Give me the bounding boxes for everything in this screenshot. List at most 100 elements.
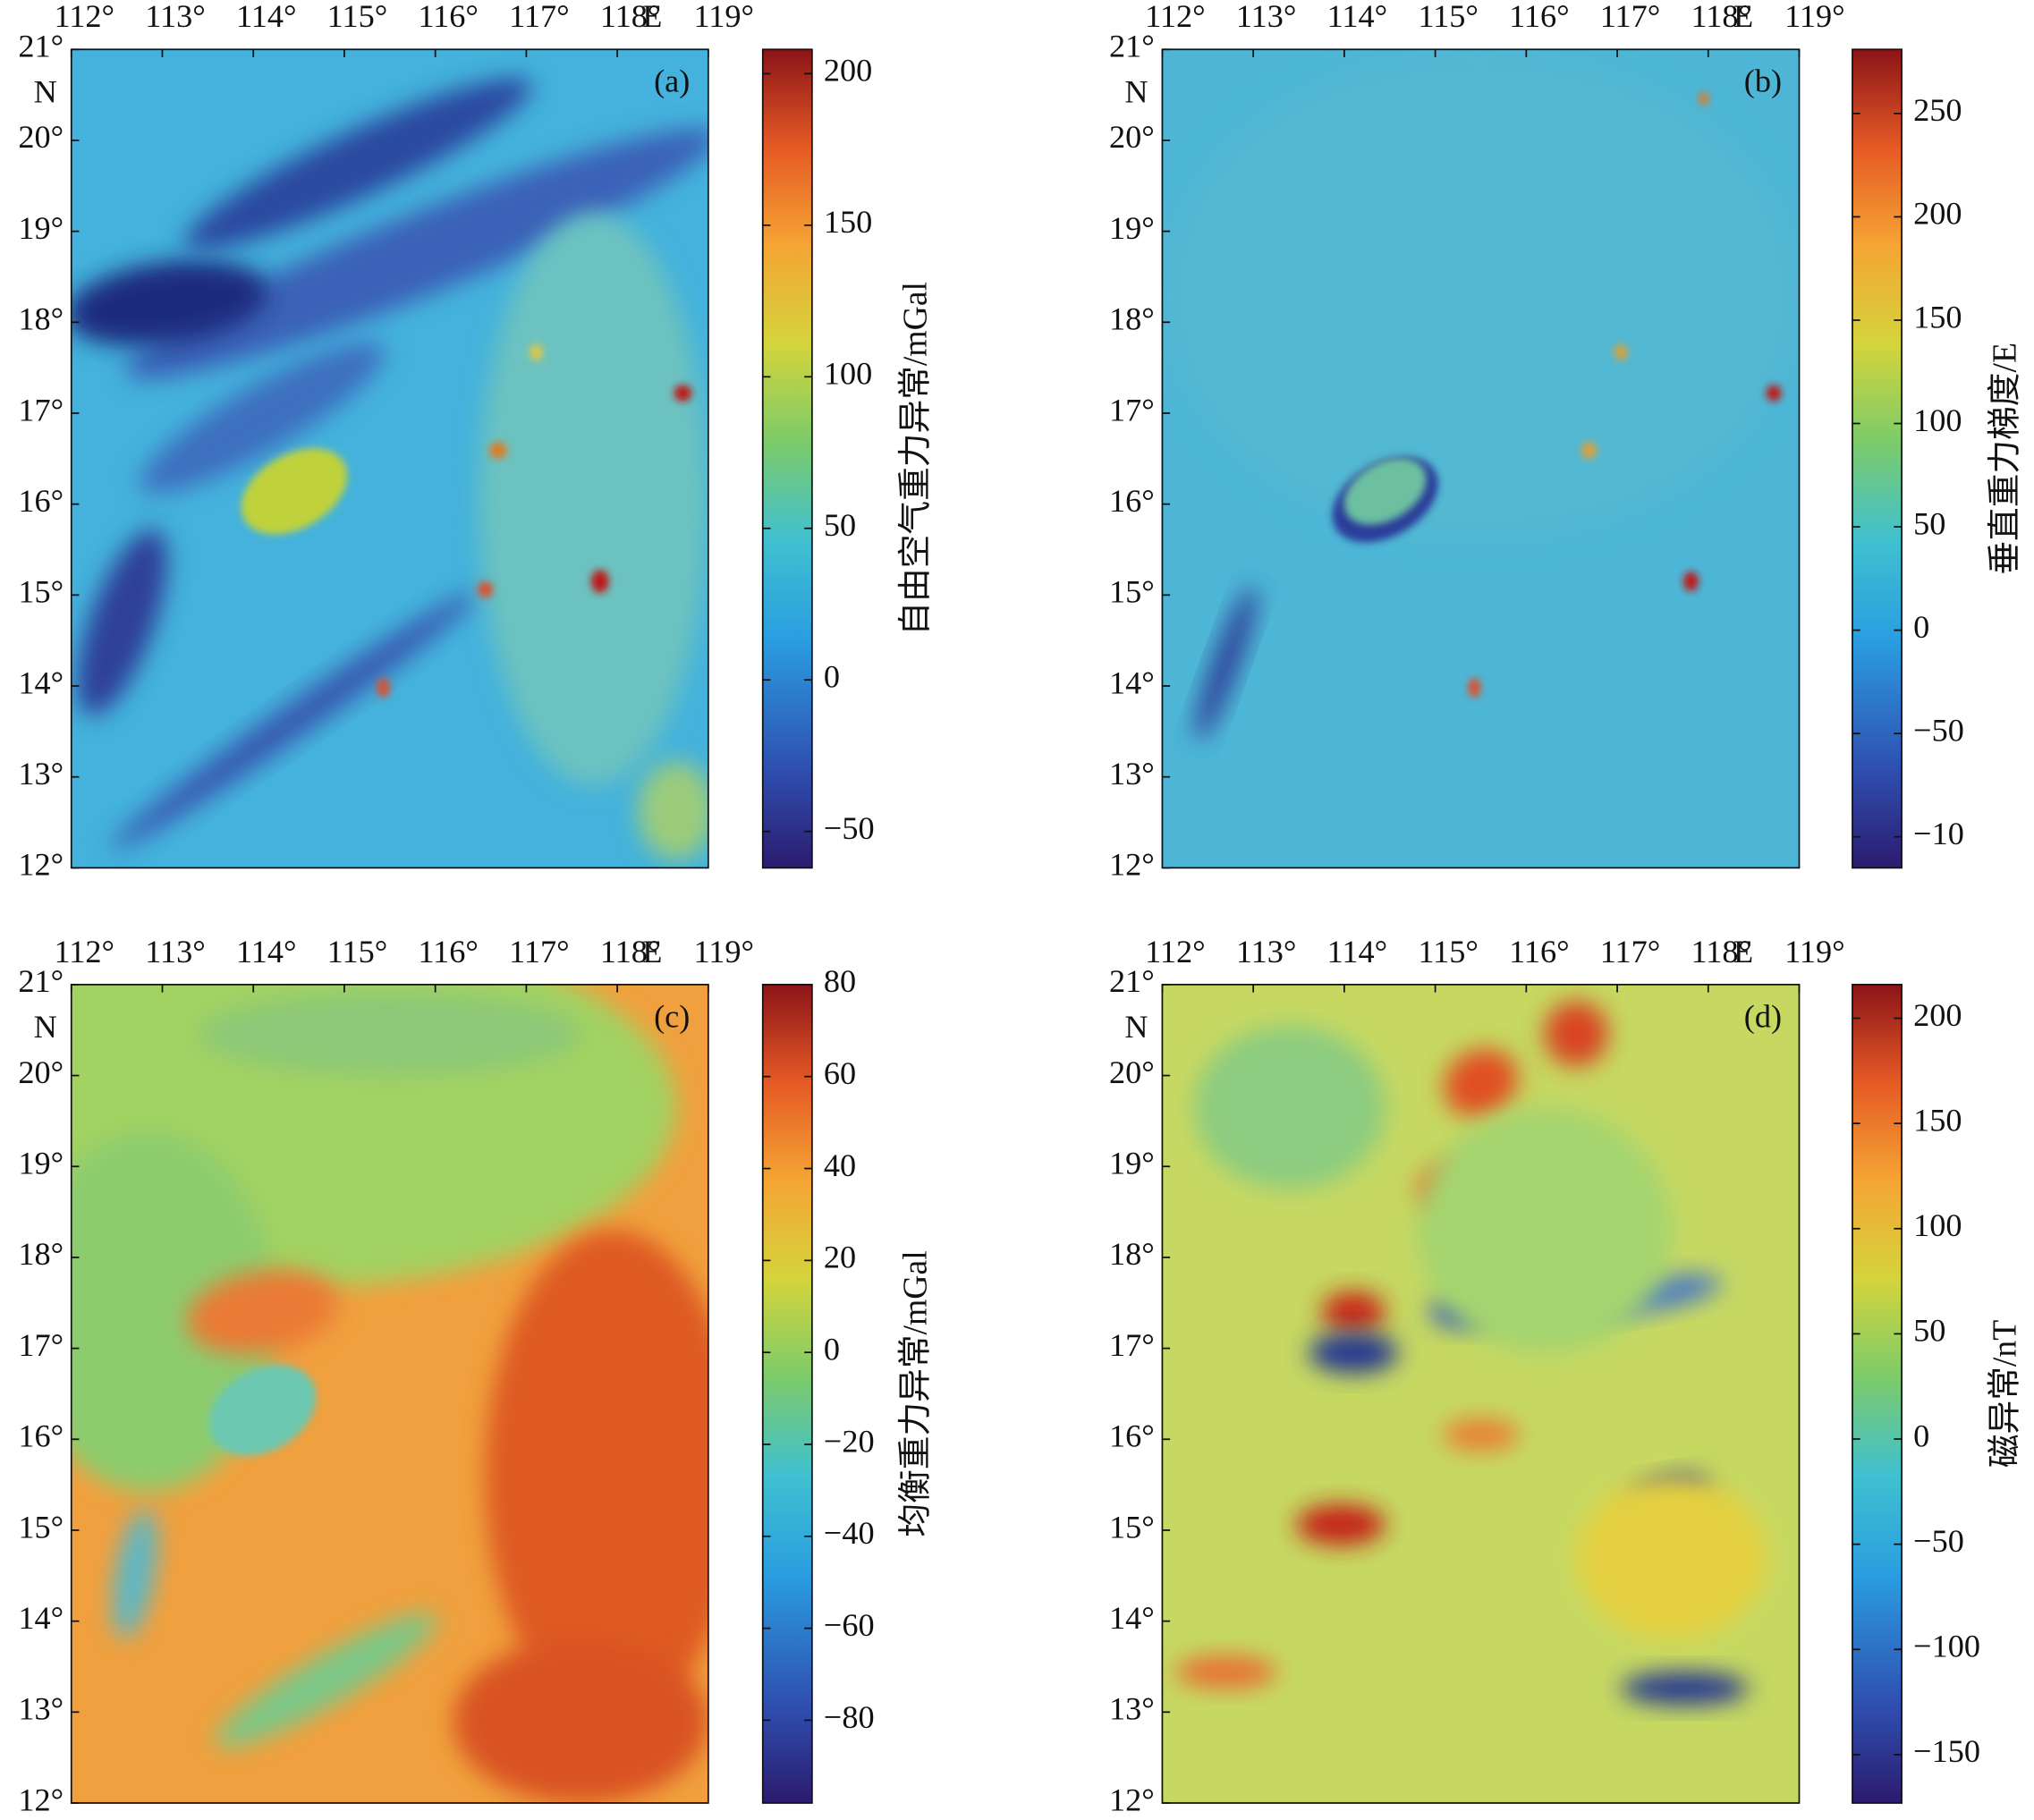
anomaly <box>674 385 692 402</box>
anomaly <box>590 570 609 593</box>
colorbar-tick-label: 50 <box>1913 505 1945 541</box>
anomaly <box>1698 91 1709 106</box>
panel-label: (a) <box>654 63 690 99</box>
y-tick-label: 12° <box>1109 1782 1155 1817</box>
y-tick-label: 12° <box>1109 847 1155 883</box>
x-tick-label: 116° <box>1509 934 1570 969</box>
x-tick-label: 116° <box>1509 0 1570 34</box>
x-tick-label: 114° <box>1327 934 1388 969</box>
colorbar-tick-label: −60 <box>824 1607 875 1643</box>
x-tick-label: 117° <box>509 0 570 34</box>
colorbar-tick-label: 80 <box>824 963 856 999</box>
anomaly <box>1621 1672 1749 1706</box>
panel-label: (c) <box>654 998 690 1034</box>
y-tick-label: 14° <box>18 1600 64 1636</box>
colorbar <box>761 984 813 1804</box>
colorbar-tick-label: 250 <box>1913 92 1962 128</box>
colorbar-tick-label: 200 <box>1913 997 1962 1033</box>
anomaly <box>183 78 532 250</box>
anomaly <box>1195 586 1257 741</box>
anomaly <box>1614 343 1628 360</box>
colorbar-tick-label: 100 <box>1913 1207 1962 1243</box>
x-tick-label: 114° <box>1327 0 1388 34</box>
x-tick-label: 116° <box>418 0 479 34</box>
y-tick-label: 14° <box>18 665 64 700</box>
colorbar-tick-label: 150 <box>1913 1102 1962 1138</box>
anomaly <box>140 342 386 494</box>
x-tick-label: 119° <box>1784 934 1845 969</box>
colorbar-tick-label: 50 <box>1913 1313 1945 1349</box>
y-tick-label: 16° <box>18 483 64 519</box>
colorbar-tick-label: −100 <box>1913 1629 1980 1664</box>
y-tick-label: 13° <box>1109 756 1155 791</box>
anomaly <box>1343 458 1427 525</box>
y-tick-label: 19° <box>18 210 64 246</box>
anomaly <box>1295 1503 1386 1545</box>
x-hemisphere: E <box>1733 934 1753 969</box>
colorbar-tick-label: 150 <box>1913 299 1962 334</box>
y-tick-label: 15° <box>18 1509 64 1545</box>
field-image <box>71 984 708 1804</box>
colorbar-tick-label: 0 <box>1913 1418 1929 1453</box>
map-frame <box>1161 48 1801 869</box>
colorbar-tick-label: −50 <box>824 810 875 846</box>
y-tick-label: 14° <box>1109 665 1155 700</box>
anomaly <box>485 1230 708 1722</box>
field-image <box>1162 984 1800 1804</box>
x-tick-label: 113° <box>145 934 206 969</box>
x-tick-label: 115° <box>1418 934 1479 969</box>
colorbar <box>1852 984 1903 1804</box>
x-tick-label: 117° <box>1600 0 1661 34</box>
x-tick-label: 118° <box>600 934 661 969</box>
anomaly <box>71 259 268 346</box>
anomaly <box>1309 1332 1398 1374</box>
y-tick-label: 18° <box>1109 301 1155 337</box>
x-tick-label: 118° <box>1691 0 1752 34</box>
y-tick-label: 17° <box>1109 392 1155 427</box>
y-tick-label: 13° <box>18 1691 64 1727</box>
y-tick-label: 20° <box>18 119 64 155</box>
y-tick-label: 16° <box>1109 1418 1155 1454</box>
x-tick-label: 113° <box>1236 934 1297 969</box>
field-image <box>1162 49 1800 868</box>
y-tick-label: 19° <box>1109 210 1155 246</box>
colorbar-tick-label: 60 <box>824 1055 856 1091</box>
y-tick-label: 21° <box>18 963 64 999</box>
x-tick-label: 115° <box>1418 0 1479 34</box>
anomaly <box>1544 1001 1608 1067</box>
x-tick-label: 119° <box>1784 0 1845 34</box>
map-panel: 112° 113° 114° 115° 116° 117° 118° 119° E 12° 13° 1… <box>1109 934 2024 1817</box>
x-tick-label: 114° <box>236 934 297 969</box>
y-hemisphere: N <box>1124 73 1148 109</box>
colorbar-tick-label: 50 <box>824 507 856 543</box>
x-tick-label: 112° <box>55 0 115 34</box>
anomaly <box>453 1639 708 1803</box>
x-tick-label: 118° <box>600 0 661 34</box>
y-tick-label: 12° <box>18 847 64 883</box>
colorbar-tick-label: 40 <box>824 1147 856 1183</box>
colorbar-label: 垂直重力梯度/E <box>1987 343 2024 575</box>
y-tick-label: 21° <box>18 29 64 64</box>
colorbar-tick-label: 150 <box>824 204 872 240</box>
x-tick-label: 112° <box>55 934 115 969</box>
x-tick-label: 112° <box>1145 934 1206 969</box>
y-tick-label: 13° <box>18 756 64 791</box>
anomaly <box>208 1364 317 1456</box>
anomaly <box>1162 49 1800 541</box>
y-tick-label: 17° <box>18 392 64 427</box>
map-panel: 112° 113° 114° 115° 116° 117° 118° 119° E 12° 13° 1… <box>18 934 934 1817</box>
x-tick-label: 114° <box>236 0 297 34</box>
y-tick-label: 15° <box>18 574 64 610</box>
colorbar-tick-label: 0 <box>1913 609 1929 645</box>
x-tick-label: 116° <box>418 934 479 969</box>
colorbar-tick-label: 20 <box>824 1240 856 1275</box>
colorbar-tick-label: 100 <box>824 356 872 392</box>
anomaly <box>1468 678 1481 698</box>
panel-label: (d) <box>1744 998 1782 1034</box>
y-tick-label: 12° <box>18 1782 64 1817</box>
y-tick-label: 17° <box>18 1327 64 1363</box>
y-tick-label: 18° <box>18 301 64 337</box>
colorbar-tick-label: 100 <box>1913 402 1962 438</box>
y-tick-label: 18° <box>1109 1236 1155 1272</box>
colorbar-label: 自由空气重力异常/mGal <box>896 282 934 636</box>
